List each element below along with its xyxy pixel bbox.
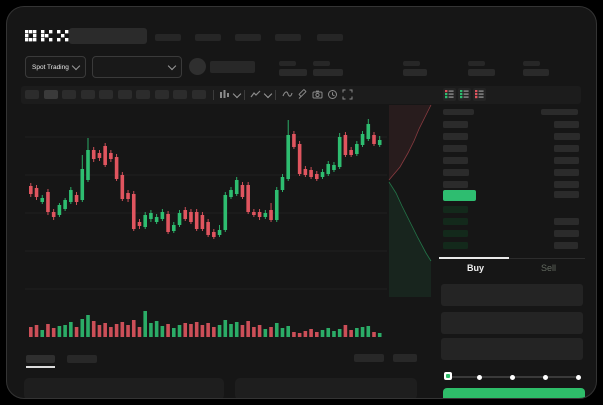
timeframe-button-0[interactable] [25,90,39,99]
price-input[interactable] [441,284,583,306]
stat-value [313,69,343,76]
timeframe-button-6[interactable] [136,90,150,99]
total-input[interactable] [441,338,583,360]
tab-buy-indicator [439,257,509,259]
okx-logo [25,30,69,42]
ask-price[interactable] [443,157,468,164]
depth-chart [388,104,432,297]
ask-amount[interactable] [554,157,579,164]
chevron-down-icon [71,61,81,71]
ask-price[interactable] [443,181,468,188]
ask-price[interactable] [443,145,467,152]
timeframe-button-2[interactable] [62,90,76,99]
stat-value [468,69,495,76]
ask-amount[interactable] [554,169,579,176]
app-window: Spot Trading [6,6,597,399]
order-tabs-divider [439,258,585,259]
nav-item-2[interactable] [235,34,261,41]
stat-label [403,61,420,66]
last-price-amount[interactable] [554,191,579,198]
orderbook-header-amount [541,109,578,115]
stat-label [523,61,540,66]
amount-slider[interactable] [444,372,582,382]
stat-value [403,69,427,76]
chart-interval-icon[interactable] [219,89,230,100]
ask-price[interactable] [443,169,469,176]
orderbook-header-price [443,109,474,115]
bid-price[interactable] [443,230,468,237]
nav-item-1[interactable] [195,34,221,41]
ask-price[interactable] [443,133,468,140]
chevron-down-icon [167,61,177,71]
bottom-tab-orders[interactable] [26,355,55,363]
timeframe-button-9[interactable] [191,90,206,99]
amount-input[interactable] [441,312,583,334]
submit-buy-button[interactable] [443,388,585,398]
order-history-panel [235,378,417,398]
slider-handle[interactable] [444,372,452,380]
timeframe-button-4[interactable] [99,90,113,99]
slider-stop-4[interactable] [576,374,581,380]
ask-amount[interactable] [554,145,579,152]
stat-label [279,61,296,66]
stat-value [523,69,549,76]
camera-icon[interactable] [312,89,323,100]
pair-name-placeholder[interactable] [210,61,255,73]
bid-amount[interactable] [554,218,579,225]
stat-label [468,61,485,66]
nav-item-0[interactable] [155,34,181,41]
open-orders-panel [24,378,224,398]
orderbook-view-bids-only[interactable] [458,88,471,101]
fullscreen-icon[interactable] [342,89,353,100]
ask-amount[interactable] [554,133,580,140]
bottom-tab-indicator [26,366,55,368]
line-tool-icon[interactable] [282,89,293,100]
market-type-selector[interactable]: Spot Trading [25,56,86,78]
ask-amount[interactable] [554,121,579,128]
tab-sell[interactable]: Sell [540,263,556,273]
timeframe-button-7[interactable] [154,90,169,99]
last-price-badge [443,190,476,201]
timeframe-button-8[interactable] [173,90,187,99]
bottom-action-placeholder[interactable] [354,354,384,362]
bid-price[interactable] [443,206,468,213]
bottom-action-placeholder[interactable] [393,354,417,362]
orderbook-view-combined-book[interactable] [443,88,456,101]
bid-amount[interactable] [554,230,579,237]
orderbook-view-asks-only[interactable] [473,88,486,101]
candlestick-chart[interactable] [25,103,387,299]
history-icon[interactable] [327,89,338,100]
tab-buy[interactable]: Buy [466,263,484,273]
stat-value [279,69,307,76]
timeframe-button-1[interactable] [43,90,58,99]
coin-avatar [189,58,206,75]
ask-amount[interactable] [554,181,579,188]
slider-stop-1[interactable] [477,374,482,380]
nav-item-3[interactable] [275,34,301,41]
timeframe-button-3[interactable] [80,90,95,99]
bottom-tab-history[interactable] [67,355,97,363]
pair-selector[interactable] [92,56,182,78]
nav-item-4[interactable] [317,34,343,41]
slider-stop-3[interactable] [543,374,548,380]
ask-price[interactable] [443,121,468,128]
market-type-label: Spot Trading [32,63,69,71]
bid-amount[interactable] [554,242,578,249]
stat-label [313,61,330,66]
volume-bars [29,311,382,337]
search-input[interactable] [69,28,147,44]
indicators-icon[interactable] [250,89,261,100]
draw-tool-icon[interactable] [297,89,308,100]
bid-price[interactable] [443,242,468,249]
timeframe-button-5[interactable] [117,90,132,99]
bid-price[interactable] [443,218,468,225]
slider-stop-2[interactable] [510,374,515,380]
